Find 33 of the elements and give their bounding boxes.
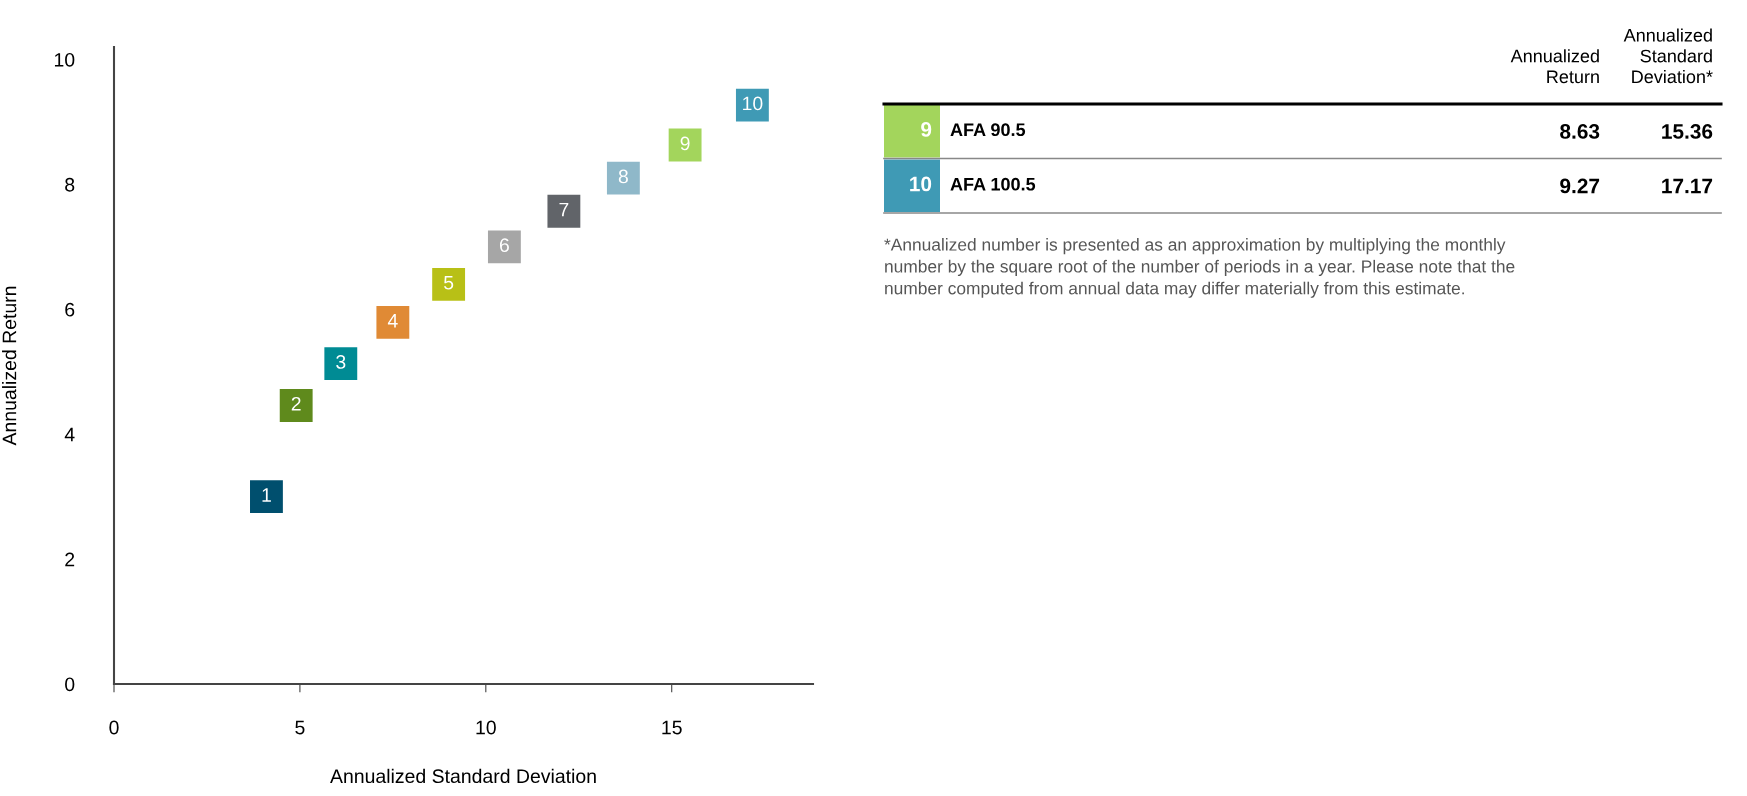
data-label: 15.36 bbox=[1662, 124, 1713, 139]
annotation: 4 bbox=[387, 314, 398, 328]
y-tick-label: 4 bbox=[64, 427, 75, 442]
text: Annualized Return bbox=[1510, 49, 1599, 84]
y-tick-label: 10 bbox=[54, 52, 75, 67]
text: Annualized Standard Deviation* bbox=[1623, 28, 1713, 84]
x-tick-label: 10 bbox=[476, 720, 496, 735]
text: 10 bbox=[910, 176, 932, 192]
text: *Annualized number is presented as an approximation by multiplying the monthly number by the square root of the number of periods in a year. Please note that the number computed from annual data may differ materially from this estimate. bbox=[884, 238, 1515, 298]
y-axis-title: Annualized Return bbox=[2, 286, 17, 446]
y-tick-label: 0 bbox=[65, 677, 75, 692]
x-tick-label: 5 bbox=[295, 720, 305, 735]
x-tick-label: 15 bbox=[662, 720, 682, 735]
y-tick-label: 8 bbox=[65, 177, 75, 192]
text: 9 bbox=[921, 122, 932, 137]
category-label: AFA 90.5 bbox=[950, 123, 1026, 137]
annotation: 6 bbox=[499, 238, 509, 253]
x-axis-title: Annualized Standard Deviation bbox=[330, 768, 596, 784]
data-label: 9.27 bbox=[1560, 178, 1600, 194]
annotation: 5 bbox=[444, 275, 454, 290]
annotation: 10 bbox=[743, 96, 763, 111]
annotation: 3 bbox=[336, 355, 346, 369]
annotation: 2 bbox=[291, 396, 301, 411]
annotation: 8 bbox=[618, 169, 628, 184]
x-tick-label: 0 bbox=[109, 720, 119, 735]
category-label: AFA 100.5 bbox=[950, 177, 1036, 191]
y-tick-label: 6 bbox=[65, 302, 75, 317]
y-tick-label: 2 bbox=[65, 552, 75, 567]
annotation: 7 bbox=[559, 202, 569, 217]
annotation: 9 bbox=[680, 136, 690, 151]
data-label: 17.17 bbox=[1662, 178, 1713, 194]
data-label: 8.63 bbox=[1560, 124, 1600, 139]
annotation: 1 bbox=[262, 488, 271, 502]
